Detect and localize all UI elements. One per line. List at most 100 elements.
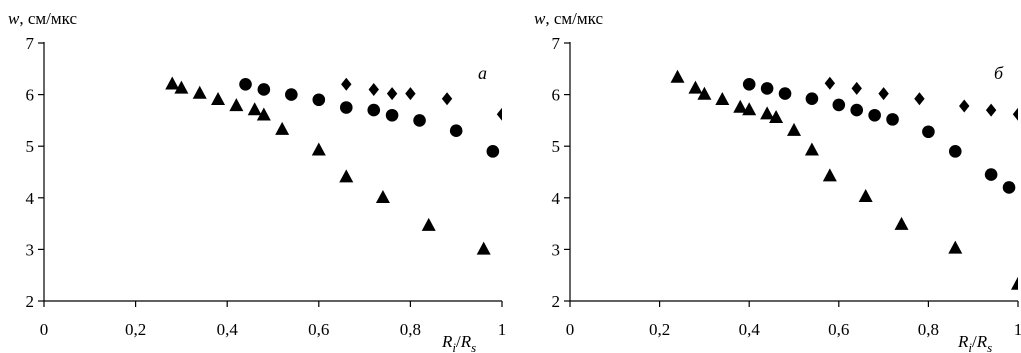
x-axis-title: Ri/Rs	[441, 332, 476, 353]
data-point-circle	[312, 93, 326, 107]
x-axis-sep: /	[456, 332, 461, 351]
y-tick-label: 2	[552, 292, 561, 311]
data-point-triangle	[211, 91, 226, 105]
data-point-triangle	[339, 169, 354, 183]
data-point-diamond	[341, 77, 352, 91]
data-point-triangle	[421, 217, 436, 231]
data-point-circle	[742, 77, 756, 91]
y-axis-unit: , см/мкс	[545, 9, 603, 28]
x-tick-label: 0,4	[217, 320, 239, 339]
y-tick-label: 5	[26, 137, 35, 156]
data-point-triangle	[275, 121, 290, 135]
data-point-triangle	[688, 80, 703, 94]
data-point-triangle	[894, 216, 909, 230]
data-point-triangle	[760, 106, 775, 120]
data-point-circle	[886, 113, 899, 126]
data-point-circle	[339, 101, 353, 114]
x-axis-sub-b: s	[987, 340, 992, 353]
data-point-circle	[868, 108, 881, 122]
data-point-triangle	[256, 107, 271, 121]
data-point-triangle	[858, 188, 873, 202]
data-point-circle	[367, 103, 381, 117]
y-axis-title: w, см/мкс	[534, 9, 603, 28]
data-point-circle	[413, 114, 426, 127]
x-axis-var-a: R	[441, 332, 453, 351]
data-point-triangle	[787, 122, 801, 136]
data-point-circle	[1002, 181, 1016, 194]
data-point-circle	[285, 88, 298, 101]
data-point-circle	[778, 87, 792, 100]
data-point-diamond	[441, 92, 453, 106]
chart-panel-a: 2 3 4 5 6 7 0 0,2 0,4 0,6 0,8 1 w, см/мкс Ri/Rs а	[8, 9, 507, 353]
data-point-circle	[832, 98, 846, 112]
x-axis-var-b: R	[460, 332, 472, 351]
data-point-circle	[239, 77, 252, 91]
x-tick-label: 0	[566, 320, 575, 339]
data-point-circle	[385, 108, 399, 122]
y-tick-label: 4	[26, 189, 35, 208]
x-tick-label: 1	[498, 320, 507, 339]
y-tick-label: 2	[26, 292, 35, 311]
x-tick-label: 0,6	[828, 320, 849, 339]
data-point-diamond	[496, 107, 502, 121]
panel-label: а	[478, 63, 487, 83]
data-point-triangle	[247, 102, 262, 116]
chart-panel-b: 2 3 4 5 6 7 0 0,2 0,4 0,6 0,8 1 w, см/мкс Ri/Rs б	[534, 9, 1021, 353]
y-tick-label: 6	[26, 86, 35, 105]
data-point-diamond	[851, 81, 862, 95]
x-tick-label: 0,2	[649, 320, 670, 339]
data-point-triangle	[165, 76, 180, 90]
y-tick-label: 6	[552, 86, 561, 105]
data-point-triangle	[733, 99, 748, 113]
x-tick-label: 1	[1014, 320, 1021, 339]
data-point-triangle	[822, 168, 837, 182]
data-point-diamond	[405, 87, 416, 101]
data-point-diamond	[1012, 107, 1018, 121]
x-axis-var-a: R	[957, 332, 969, 351]
y-axis-variable: w	[8, 9, 20, 28]
markers-layer	[670, 69, 1018, 290]
x-axis-sep: /	[972, 332, 977, 351]
data-point-triangle	[742, 102, 757, 116]
x-tick-label: 0,2	[125, 320, 146, 339]
data-point-triangle	[192, 85, 207, 99]
data-point-diamond	[878, 87, 889, 101]
x-axis-var-b: R	[976, 332, 988, 351]
x-axis-sub-a: i	[452, 340, 456, 353]
data-point-triangle	[311, 142, 326, 156]
x-axis-sub-b: s	[471, 340, 476, 353]
panel-label: б	[994, 63, 1004, 83]
data-point-circle	[948, 145, 962, 158]
y-tick-label: 5	[552, 137, 561, 156]
data-point-triangle	[948, 240, 963, 254]
data-point-diamond	[914, 92, 925, 106]
data-point-circle	[257, 83, 271, 96]
data-point-circle	[922, 125, 935, 139]
y-axis-variable: w	[534, 9, 546, 28]
x-tick-label: 0	[40, 320, 49, 339]
y-axis-unit: , см/мкс	[19, 9, 77, 28]
data-point-circle	[449, 124, 463, 138]
data-point-triangle	[697, 86, 712, 100]
data-point-diamond	[386, 87, 398, 101]
y-axis-title: w, см/мкс	[8, 9, 77, 28]
data-point-circle	[805, 92, 819, 106]
x-tick-label: 0,8	[918, 320, 939, 339]
data-point-triangle	[174, 80, 189, 94]
data-point-triangle	[769, 110, 784, 124]
data-point-triangle	[1011, 276, 1018, 290]
data-point-circle	[486, 145, 500, 158]
y-tick-label: 3	[552, 240, 561, 259]
data-point-triangle	[670, 69, 685, 83]
data-point-diamond	[824, 76, 836, 90]
x-tick-label: 0,6	[308, 320, 329, 339]
data-point-circle	[760, 82, 774, 95]
data-point-circle	[850, 103, 864, 117]
x-tick-label: 0,4	[739, 320, 761, 339]
data-point-diamond	[959, 99, 970, 113]
data-point-triangle	[375, 190, 390, 203]
data-point-diamond	[985, 103, 997, 117]
data-point-circle	[984, 168, 998, 181]
y-tick-label: 7	[26, 34, 35, 53]
